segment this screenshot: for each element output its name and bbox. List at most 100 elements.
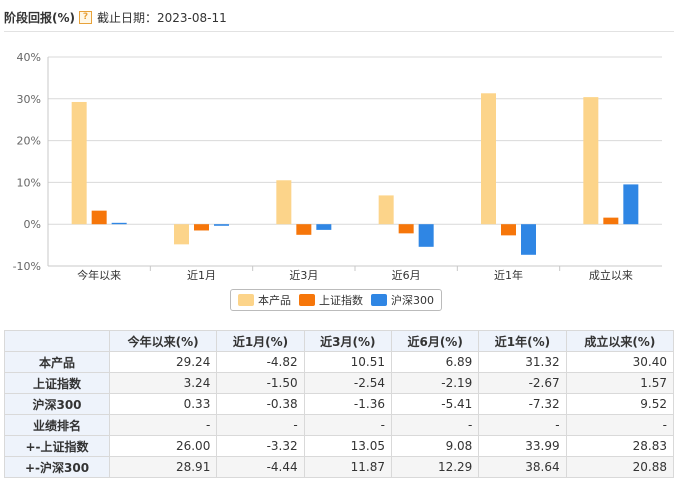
table-cell: 28.91 [108,456,218,478]
legend-item[interactable]: 沪深300 [371,292,434,308]
y-tick-label: -10% [13,260,41,273]
table-row: 上证指数 3.24 -1.50 -2.54 -2.19 -2.67 1.57 [4,372,675,394]
table-cell: -2.54 [303,372,392,394]
row-label: +-沪深300 [4,456,110,478]
legend-swatch [238,294,254,306]
bar [174,224,189,245]
x-tick-label: 近1年 [494,268,523,280]
returns-table: 今年以来(%) 近1月(%) 近3月(%) 近6月(%) 近1年(%) 成立以来(%) 本… [4,330,675,478]
table-cell: - [216,414,305,436]
y-tick-label: 40% [17,51,41,64]
table-cell: -0.38 [216,393,305,415]
table-cell: 0.33 [108,393,218,415]
table-cell: 10.51 [303,351,392,373]
legend-swatch [371,294,387,306]
column-header: 近3月(%) [303,330,392,352]
table-cell: -4.44 [216,456,305,478]
table-cell: 9.52 [565,393,675,415]
legend-label: 本产品 [258,294,291,307]
table-row: 本产品 29.24 -4.82 10.51 6.89 31.32 30.40 [4,351,675,373]
bar [603,217,619,225]
table-cell: 28.83 [565,435,675,457]
table-cell: -1.50 [216,372,305,394]
bar [583,97,599,225]
bar [214,224,229,226]
table-cell: 3.24 [108,372,218,394]
table-header-row: 今年以来(%) 近1月(%) 近3月(%) 近6月(%) 近1年(%) 成立以来(%) [4,330,675,352]
bar [71,101,87,225]
table-cell: - [303,414,392,436]
bar [194,224,209,231]
row-label: 沪深300 [4,393,110,415]
bar [481,93,496,225]
table-row: +-上证指数 26.00 -3.32 13.05 9.08 33.99 28.83 [4,435,675,457]
row-label: 本产品 [4,351,110,373]
bar [521,224,536,255]
table-row: +-沪深300 28.91 -4.44 11.87 12.29 38.64 20.88 [4,456,675,478]
table-cell: - [478,414,567,436]
table-cell: 12.29 [390,456,480,478]
y-tick-label: 30% [17,93,41,106]
table-cell: 9.08 [390,435,480,457]
table-cell: -7.32 [478,393,567,415]
bar [623,184,639,225]
table-cell: - [565,414,675,436]
table-cell: 31.32 [478,351,567,373]
table-cell: -4.82 [216,351,305,373]
y-tick-label: 0% [24,218,41,231]
returns-bar-chart: -10% 0% 10% 20% 30% 40% 今年以来 近1月 近3月 近6月 近1年 成立以来 [13,51,662,280]
y-tick-label: 10% [17,176,41,189]
legend-label: 沪深300 [391,294,434,307]
bar [501,224,516,236]
bar [398,224,414,234]
bar [378,195,394,225]
legend-item[interactable]: 上证指数 [299,292,363,308]
bar [316,224,332,230]
table-cell: 38.64 [478,456,567,478]
table-cell: 1.57 [565,372,675,394]
x-tick-label: 今年以来 [77,268,121,280]
table-cell: 6.89 [390,351,480,373]
as-of-date: 截止日期：2023-08-11 [97,10,227,25]
legend-swatch [299,294,315,306]
table-cell: 33.99 [478,435,567,457]
table-cell: 26.00 [108,435,218,457]
table-cell: -3.32 [216,435,305,457]
table-cell: - [108,414,218,436]
column-header: 成立以来(%) [565,330,675,352]
row-label: 业绩排名 [4,414,110,436]
table-cell: -2.19 [390,372,480,394]
table-cell: - [390,414,480,436]
chart-legend: 本产品 上证指数 沪深300 [230,289,442,311]
table-cell: -2.67 [478,372,567,394]
header-divider [4,31,674,32]
section-title: 阶段回报(%) [4,10,75,25]
legend-item[interactable]: 本产品 [238,292,291,308]
column-header: 近6月(%) [390,330,480,352]
column-header: 今年以来(%) [108,330,218,352]
bar [111,222,127,225]
x-tick-label: 近1月 [187,269,216,280]
column-header: 近1月(%) [216,330,305,352]
column-header: 近1年(%) [478,330,567,352]
bar [91,210,107,225]
x-tick-label: 近3月 [289,269,318,280]
bar [276,180,292,225]
x-tick-label: 成立以来 [589,268,633,280]
column-header [4,330,110,352]
bar [296,224,312,235]
table-row: 沪深300 0.33 -0.38 -1.36 -5.41 -7.32 9.52 [4,393,675,415]
row-label: 上证指数 [4,372,110,394]
y-tick-label: 20% [17,135,41,148]
table-cell: 30.40 [565,351,675,373]
bar [418,224,434,247]
section-header: 阶段回报(%) ? 截止日期：2023-08-11 [4,6,674,28]
table-row: 业绩排名 - - - - - - [4,414,675,436]
table-cell: 11.87 [303,456,392,478]
row-label: +-上证指数 [4,435,110,457]
table-cell: -1.36 [303,393,392,415]
question-icon[interactable]: ? [79,10,92,24]
table-cell: 20.88 [565,456,675,478]
table-cell: 13.05 [303,435,392,457]
table-cell: -5.41 [390,393,480,415]
